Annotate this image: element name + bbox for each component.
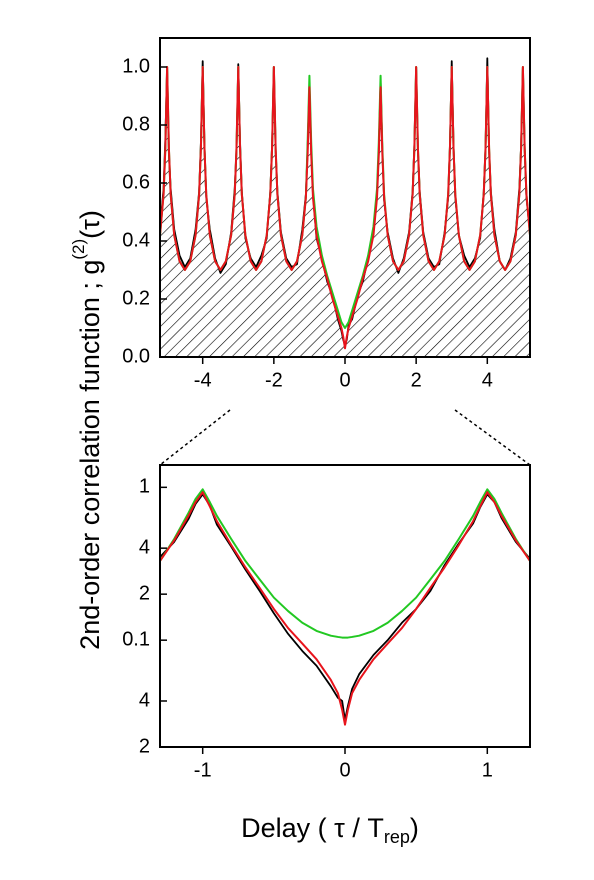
- y-tick-label: 0.0: [122, 345, 150, 367]
- series-line: [160, 491, 530, 726]
- series-line: [160, 66, 530, 350]
- series-line: [160, 493, 530, 721]
- y-tick-label: 2: [139, 582, 150, 604]
- plot-area: [160, 57, 530, 357]
- x-label-text: Delay ( τ / T: [241, 813, 384, 843]
- y-tick-label: 1.0: [122, 55, 150, 77]
- y-tick-label: 0.8: [122, 113, 150, 135]
- x-tick-label: 4: [482, 369, 493, 391]
- x-tick-label: 0: [339, 759, 350, 781]
- zoom-guide: [159, 409, 231, 466]
- x-tick-label: -2: [265, 369, 283, 391]
- y-axis-label: 2nd-order correlation function ; g(2)(τ): [69, 210, 105, 650]
- x-tick-label: -4: [194, 369, 212, 391]
- x-axis-label: Delay ( τ / Trep): [241, 813, 419, 847]
- y-label-text: 2nd-order correlation function ; g: [75, 260, 105, 650]
- y-label-text: (τ): [75, 210, 105, 239]
- plot-area: [160, 488, 530, 726]
- y-tick-label: 0.6: [122, 171, 150, 193]
- hatched-area: [160, 67, 530, 357]
- y-tick-label: 2: [139, 735, 150, 757]
- x-tick-label: -1: [194, 759, 212, 781]
- y-label-sup: (2): [69, 239, 88, 260]
- y-tick-label: 4: [139, 536, 150, 558]
- y-tick-label: 0.2: [122, 287, 150, 309]
- zoom-guide: [454, 409, 531, 466]
- y-tick-label: 4: [139, 689, 150, 711]
- x-label-text: ): [410, 813, 419, 843]
- x-tick-label: 2: [411, 369, 422, 391]
- y-tick-label: 0.1: [122, 628, 150, 650]
- x-label-sub: rep: [384, 827, 410, 847]
- x-tick-label: 1: [482, 759, 493, 781]
- x-tick-label: 0: [339, 369, 350, 391]
- y-tick-label: 0.4: [122, 229, 150, 251]
- plot-frame: [159, 464, 531, 748]
- series-line: [160, 488, 530, 639]
- y-tick-label: 1: [139, 476, 150, 498]
